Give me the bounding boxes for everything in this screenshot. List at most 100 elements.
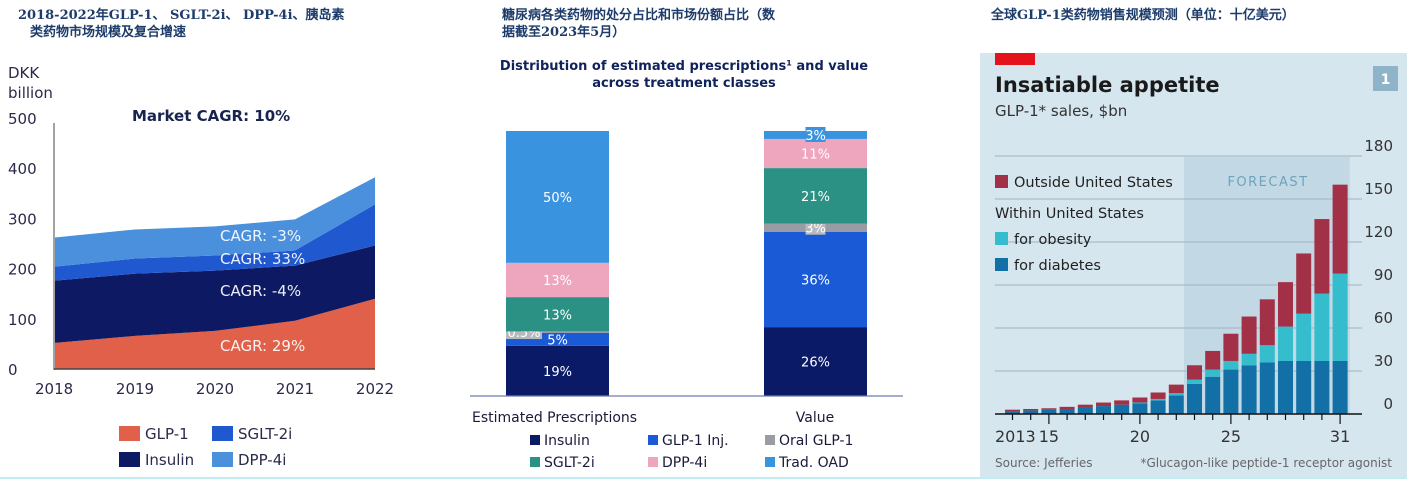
right-title-line1: 全球GLP-1类药物销售规模预测（单位：十亿美元） xyxy=(991,8,1295,23)
bar-value-label: 36% xyxy=(801,273,830,288)
x-tick-label: 2021 xyxy=(276,380,314,398)
y-axis-unit-line1: DKK xyxy=(8,64,40,82)
x-tick-label: 31 xyxy=(1330,427,1350,446)
bar-for-diabetes xyxy=(1278,360,1293,414)
bar-for-obesity xyxy=(1132,402,1148,404)
bar-for-diabetes xyxy=(1114,404,1130,414)
cagr-label: CAGR: -3% xyxy=(220,227,301,245)
bar-outside-united-states xyxy=(1296,253,1312,314)
bar-segment-oral-glp-1 xyxy=(506,331,609,333)
cagr-label: CAGR: -4% xyxy=(220,282,301,300)
legend-swatch xyxy=(212,426,233,441)
bar-value-label: 5% xyxy=(547,333,568,348)
footnote: *Glucagon-like peptide-1 receptor agonis… xyxy=(1140,456,1392,470)
market-cagr-annotation: Market CAGR: 10% xyxy=(132,107,290,125)
x-tick-label: 25 xyxy=(1221,427,1241,446)
bar-for-diabetes xyxy=(1132,403,1148,414)
legend-swatch xyxy=(119,426,140,441)
bar-for-diabetes xyxy=(1332,360,1348,414)
bar-segment-dpp-4i xyxy=(764,138,867,169)
middle-panel-title: 糖尿病各类药物的处分占比和市场份额占比（数 据截至2023年5月） xyxy=(502,7,882,41)
bar-for-obesity xyxy=(1187,379,1202,384)
bar-label-background xyxy=(805,126,826,142)
bar-for-obesity xyxy=(1314,293,1330,361)
bar-outside-united-states xyxy=(1096,402,1111,407)
page-bottom-divider xyxy=(0,477,1407,479)
middle-stacked-bar-chart: Distribution of estimated prescriptions¹… xyxy=(470,59,903,471)
middle-title-line1: 糖尿病各类药物的处分占比和市场份额占比（数 xyxy=(502,8,776,23)
y-tick-label: 120 xyxy=(1364,223,1393,241)
legend-label: DPP-4i xyxy=(238,451,286,469)
bar-outside-united-states xyxy=(1259,299,1275,346)
legend-label: GLP-1 Inj. xyxy=(662,433,729,449)
legend-label: Trad. OAD xyxy=(778,455,849,471)
y-tick-label: 180 xyxy=(1364,137,1393,155)
bar-for-obesity xyxy=(1332,273,1348,361)
legend-label-diabetes: for diabetes xyxy=(1014,258,1101,274)
bar-for-obesity xyxy=(1259,345,1275,363)
x-tick-label: 2019 xyxy=(116,380,154,398)
right-panel-title: 全球GLP-1类药物销售规模预测（单位：十亿美元） xyxy=(991,7,1401,24)
x-tick-label: 2018 xyxy=(35,380,73,398)
legend-swatch xyxy=(212,452,233,467)
right-chart-subtitle: GLP-1* sales, $bn xyxy=(995,102,1127,120)
bar-outside-united-states xyxy=(1168,384,1184,394)
legend-swatch xyxy=(648,435,658,445)
area-sglt-2i xyxy=(55,204,375,281)
legend-label: Insulin xyxy=(145,451,194,469)
left-area-chart: DKK billion Market CAGR: 10% 0 100 200 300 4… xyxy=(8,64,394,469)
bar-value-label: 13% xyxy=(543,274,572,289)
legend-header-within-us: Within United States xyxy=(995,206,1144,222)
bar-outside-united-states xyxy=(1187,365,1202,380)
bar-value-label: 13% xyxy=(543,308,572,323)
cagr-label: CAGR: 33% xyxy=(220,250,305,268)
bar-outside-united-states xyxy=(1150,392,1166,399)
legend-label: DPP-4i xyxy=(662,455,707,471)
bar-for-diabetes xyxy=(1241,365,1257,414)
bar-outside-united-states xyxy=(1241,316,1257,354)
bar-for-diabetes xyxy=(1205,376,1221,414)
bar-for-diabetes xyxy=(1041,409,1057,414)
bar-for-diabetes xyxy=(1096,406,1111,414)
bar-for-diabetes xyxy=(1259,362,1275,414)
bar-segment-sglt-2i xyxy=(764,168,867,224)
y-tick-label: 30 xyxy=(1374,352,1393,370)
bar-outside-united-states xyxy=(1314,219,1330,294)
bar-value-label: 26% xyxy=(801,356,830,371)
left-title-line2: 类药物市场规模及复合增速 xyxy=(30,25,187,40)
bar-for-obesity xyxy=(1205,369,1221,377)
area-dpp-4i xyxy=(55,177,375,267)
category-label: Value xyxy=(796,410,834,426)
bar-segment-dpp-4i xyxy=(506,262,609,298)
x-tick-label: 2013 xyxy=(995,427,1036,446)
bar-value-label: 3% xyxy=(805,222,826,237)
bar-for-diabetes xyxy=(1150,400,1166,414)
legend-swatch xyxy=(765,435,775,445)
middle-title-line2: 据截至2023年5月） xyxy=(502,25,626,40)
cagr-label: CAGR: 29% xyxy=(220,337,305,355)
source-note: Source: Jefferies xyxy=(995,456,1093,470)
bar-outside-united-states xyxy=(1023,408,1039,411)
economist-red-tab xyxy=(995,53,1035,65)
bar-for-obesity xyxy=(1150,398,1166,401)
bar-segment-insulin xyxy=(506,345,609,396)
area-insulin xyxy=(55,245,375,343)
category-label: Estimated Prescriptions xyxy=(472,410,637,426)
legend-swatch-diabetes xyxy=(995,258,1008,271)
bar-outside-united-states xyxy=(1114,400,1130,405)
forecast-label: FORECAST xyxy=(1227,175,1308,190)
y-tick-label: 60 xyxy=(1374,309,1393,327)
bar-outside-united-states xyxy=(1005,409,1020,412)
bar-value-label: 19% xyxy=(543,365,572,380)
bar-for-obesity xyxy=(1168,393,1184,396)
bar-for-diabetes xyxy=(1077,407,1093,414)
y-tick-label: 90 xyxy=(1374,266,1393,284)
bar-for-diabetes xyxy=(1023,410,1039,414)
y-axis-unit-line2: billion xyxy=(8,84,53,102)
bar-outside-united-states xyxy=(1059,406,1075,409)
legend-label: SGLT-2i xyxy=(544,455,595,471)
bar-value-label: 11% xyxy=(801,148,830,163)
bar-value-label: 50% xyxy=(543,191,572,206)
bar-outside-united-states xyxy=(1077,404,1093,408)
y-tick-label: 200 xyxy=(8,261,37,279)
